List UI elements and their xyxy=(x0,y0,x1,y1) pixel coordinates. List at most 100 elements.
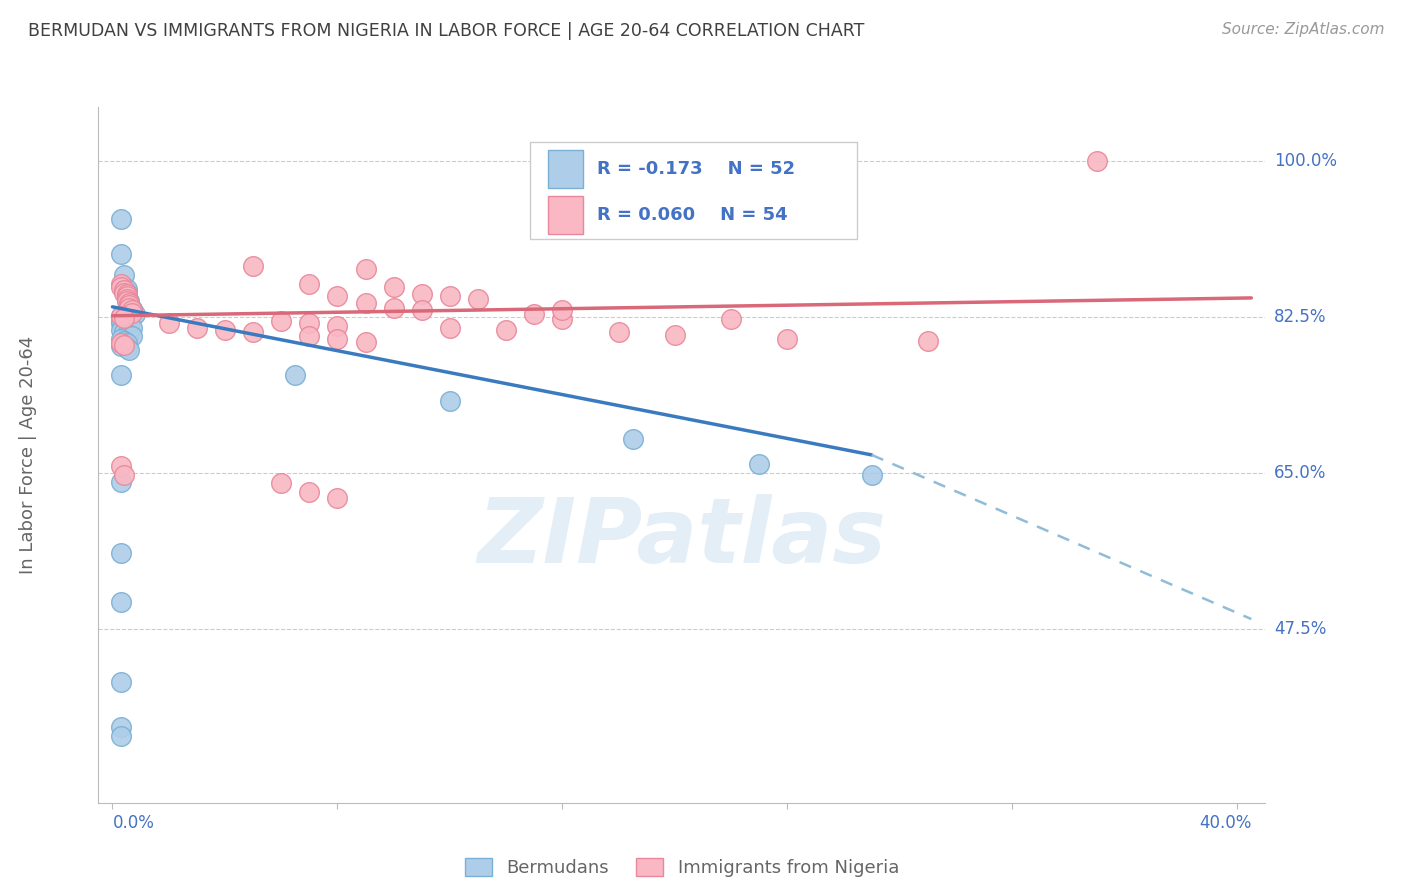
Text: R = -0.173    N = 52: R = -0.173 N = 52 xyxy=(596,160,794,178)
Text: 40.0%: 40.0% xyxy=(1199,814,1251,831)
Point xyxy=(118,300,141,314)
Point xyxy=(115,285,138,300)
Point xyxy=(110,314,132,328)
Point xyxy=(439,394,461,409)
Point xyxy=(270,476,292,491)
Point xyxy=(115,341,138,355)
Point xyxy=(110,277,132,291)
Point xyxy=(326,318,349,333)
Point xyxy=(121,329,143,343)
FancyBboxPatch shape xyxy=(548,150,582,188)
Point xyxy=(118,319,141,334)
Point xyxy=(110,458,132,473)
Text: BERMUDAN VS IMMIGRANTS FROM NIGERIA IN LABOR FORCE | AGE 20-64 CORRELATION CHART: BERMUDAN VS IMMIGRANTS FROM NIGERIA IN L… xyxy=(28,22,865,40)
Point xyxy=(242,259,264,273)
Point xyxy=(242,325,264,339)
Point xyxy=(115,293,138,307)
Point xyxy=(112,467,135,482)
Point xyxy=(298,329,321,343)
Point xyxy=(326,491,349,505)
Text: 100.0%: 100.0% xyxy=(1274,152,1337,169)
Point xyxy=(115,318,138,332)
Point xyxy=(121,303,143,318)
Point xyxy=(284,368,307,382)
Point xyxy=(110,336,132,351)
FancyBboxPatch shape xyxy=(530,142,856,239)
Point xyxy=(326,289,349,303)
Point xyxy=(110,309,132,323)
Point xyxy=(118,296,141,310)
Point xyxy=(917,334,939,348)
FancyBboxPatch shape xyxy=(548,195,582,234)
Point xyxy=(110,323,132,337)
Point xyxy=(121,305,143,319)
Point xyxy=(382,280,405,294)
Point xyxy=(118,343,141,357)
Point xyxy=(112,285,135,300)
Point xyxy=(1085,153,1108,168)
Point xyxy=(110,546,132,560)
Point xyxy=(115,287,138,301)
Point xyxy=(110,720,132,734)
Text: ZIPatlas: ZIPatlas xyxy=(478,494,886,582)
Text: Source: ZipAtlas.com: Source: ZipAtlas.com xyxy=(1222,22,1385,37)
Point xyxy=(720,312,742,326)
Point xyxy=(110,247,132,261)
Point xyxy=(776,332,799,346)
Point xyxy=(551,312,574,326)
Point xyxy=(270,314,292,328)
Point xyxy=(112,338,135,352)
Point xyxy=(298,316,321,330)
Point xyxy=(121,303,143,318)
Point xyxy=(115,292,138,306)
Point xyxy=(118,301,141,315)
Text: R = 0.060    N = 54: R = 0.060 N = 54 xyxy=(596,206,787,224)
Point xyxy=(110,339,132,353)
Point xyxy=(118,296,141,310)
Point xyxy=(112,310,135,325)
Point xyxy=(112,325,135,339)
Point xyxy=(214,323,236,337)
Point xyxy=(115,312,138,326)
Point xyxy=(118,294,141,309)
Point xyxy=(112,268,135,282)
Point xyxy=(112,311,135,326)
Point xyxy=(118,327,141,342)
Text: 0.0%: 0.0% xyxy=(112,814,155,831)
Point xyxy=(621,432,644,446)
Point xyxy=(115,326,138,341)
Point xyxy=(186,321,208,335)
Point xyxy=(118,314,141,328)
Point xyxy=(110,595,132,609)
Point xyxy=(118,321,141,335)
Point xyxy=(523,307,546,321)
Point xyxy=(110,475,132,489)
Point xyxy=(110,211,132,226)
Point xyxy=(110,316,132,330)
Point xyxy=(298,485,321,500)
Text: 82.5%: 82.5% xyxy=(1274,308,1326,326)
Point xyxy=(354,334,377,349)
Point xyxy=(110,332,132,346)
Point xyxy=(115,294,138,309)
Point xyxy=(157,316,180,330)
Point xyxy=(411,303,433,318)
Text: 65.0%: 65.0% xyxy=(1274,464,1326,482)
Point xyxy=(112,283,135,297)
Point xyxy=(860,467,883,482)
Point xyxy=(110,309,132,323)
Point xyxy=(298,277,321,291)
Point xyxy=(495,323,517,337)
Point xyxy=(382,301,405,315)
Point xyxy=(748,457,770,471)
Point xyxy=(664,327,686,342)
Legend: Bermudans, Immigrants from Nigeria: Bermudans, Immigrants from Nigeria xyxy=(457,851,907,884)
Point xyxy=(110,729,132,743)
Point xyxy=(115,289,138,303)
Point xyxy=(115,289,138,303)
Point xyxy=(115,336,138,351)
Point xyxy=(115,282,138,296)
Point xyxy=(118,298,141,312)
Text: 47.5%: 47.5% xyxy=(1274,620,1326,638)
Point xyxy=(354,262,377,277)
